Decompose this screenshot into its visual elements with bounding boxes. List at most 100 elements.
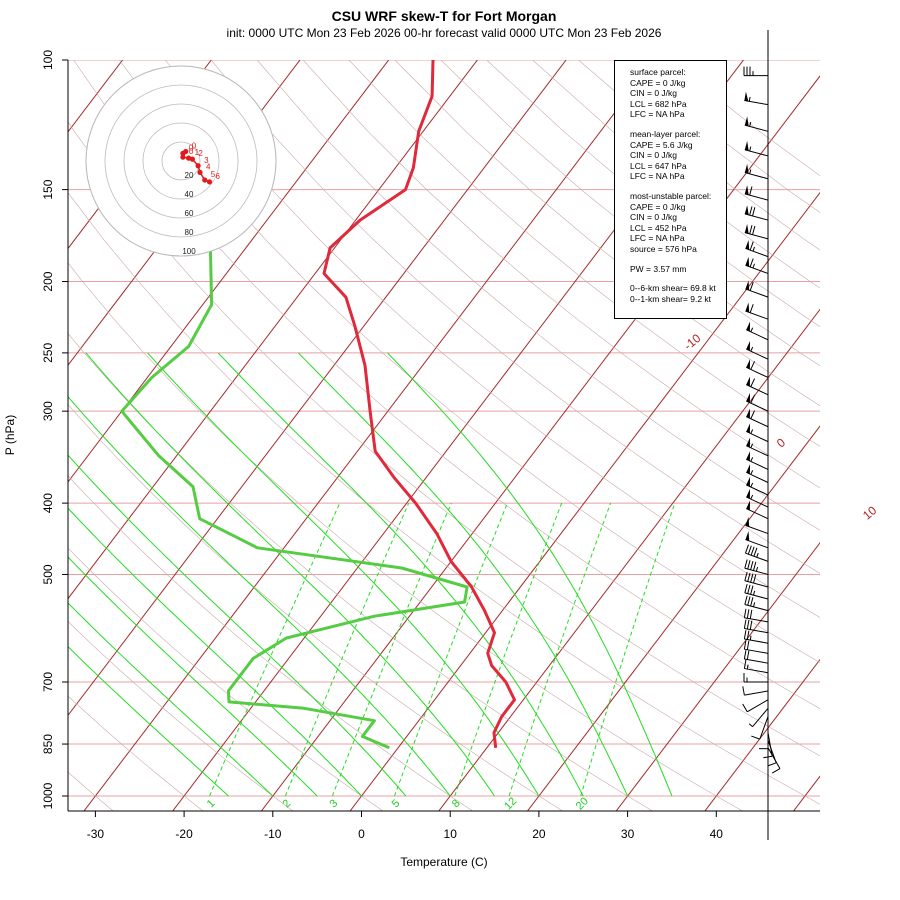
- most-unstable-parcel-header: most-unstable parcel:: [630, 190, 712, 201]
- hodograph-ring-label: 100: [182, 247, 196, 256]
- wind-barb-half-flag: [750, 429, 754, 434]
- isotherm-line: [260, 75, 820, 811]
- shear-0-1km: 0--1-km shear= 9.2 kt: [630, 293, 712, 304]
- wind-barb-staff: [746, 699, 769, 713]
- hodograph-point: [206, 179, 213, 185]
- dry-adiabat-line: [73, 60, 820, 709]
- wind-barb-flag: [743, 619, 747, 629]
- wind-barb: [743, 672, 768, 683]
- wind-barb: [744, 544, 769, 562]
- wind-barb-staff: [744, 172, 769, 180]
- isotherm-line: [83, 60, 656, 811]
- wind-barb-half-flag: [753, 602, 756, 607]
- wind-barb-pennant: [746, 500, 751, 511]
- wind-barb-staff: [746, 348, 769, 360]
- wind-barb: [743, 66, 768, 77]
- wind-barb-pennant: [746, 340, 751, 351]
- hodograph-ring-label: 60: [185, 209, 194, 218]
- wind-barb-flag: [747, 560, 751, 570]
- wind-barb-flag: [744, 571, 748, 581]
- hodograph-point-label: 6: [216, 172, 221, 181]
- wind-barb-flag: [752, 225, 756, 235]
- wind-barb: [744, 595, 769, 612]
- wind-barb-flag: [750, 410, 756, 419]
- mixing-ratio-line: [580, 502, 676, 797]
- most-unstable-lcl: LCL = 452 hPa: [630, 222, 687, 233]
- wind-barb-pennant: [745, 256, 750, 267]
- dry-adiabat-line: [348, 60, 820, 447]
- wind-barb-pennant: [746, 392, 751, 403]
- mixing-ratio-line: [454, 502, 563, 797]
- y-tick-label: 700: [41, 672, 55, 692]
- wind-barb-flag: [749, 609, 753, 619]
- wind-barb: [746, 476, 769, 496]
- wind-barb-half-flag: [750, 494, 754, 500]
- wind-barb-half-flag: [750, 443, 754, 449]
- wind-barb: [744, 571, 769, 588]
- x-tick-label: 30: [621, 827, 635, 841]
- wind-barb-pennant: [744, 116, 749, 127]
- wind-barb: [759, 724, 769, 750]
- hodograph-ring: [85, 65, 277, 257]
- wind-barb-pennant: [746, 451, 751, 461]
- wind-barb-half-flag: [756, 552, 759, 558]
- surface-cape: CAPE = 0 J/kg: [630, 77, 686, 88]
- hodograph-point: [202, 177, 208, 183]
- moist-adiabat-line: [68, 395, 451, 797]
- dewpoint-profile-line: [120, 166, 469, 750]
- hodograph-ring-label: 40: [185, 190, 194, 199]
- wind-barb: [744, 185, 769, 201]
- wind-barb-staff: [744, 690, 769, 696]
- wind-barb: [745, 280, 769, 298]
- wind-barb-staff: [744, 232, 769, 240]
- wind-barb-flag: [747, 596, 751, 606]
- y-tick-label: 300: [41, 401, 55, 421]
- mean-layer-cape: CAPE = 5.6 J/kg: [630, 139, 693, 150]
- wind-barb-flag: [767, 762, 777, 767]
- wind-barb-staff: [767, 732, 773, 757]
- wind-barb-half-flag: [750, 457, 754, 462]
- wind-barb-staff: [745, 539, 769, 549]
- x-tick-label: -30: [87, 827, 105, 841]
- wind-barb-half-flag: [749, 146, 752, 152]
- wind-barb-staff: [744, 603, 769, 612]
- wind-barb-pennant: [745, 239, 750, 250]
- wind-barb-flag: [744, 544, 749, 554]
- dry-adiabat-line: [68, 547, 384, 811]
- y-tick-label: 150: [41, 179, 55, 199]
- wind-barb-half-flag: [750, 327, 754, 333]
- wind-barb-half-flag: [755, 566, 759, 572]
- hodograph-point-label: 3: [204, 156, 209, 165]
- dry-adiabat-line: [394, 60, 820, 407]
- wind-barb: [744, 223, 769, 240]
- wind-barb-pennant: [744, 91, 749, 102]
- wind-barb: [767, 747, 781, 774]
- wind-barb: [744, 205, 769, 221]
- wind-barb-pennant: [744, 163, 749, 174]
- most-unstable-source: source = 576 hPa: [630, 243, 697, 254]
- mixing-ratio-label: 20: [574, 795, 591, 812]
- wind-barb-staff: [744, 213, 769, 221]
- x-axis-label: Temperature (C): [400, 855, 487, 869]
- isotherm-label: 10: [860, 503, 879, 523]
- isotherm-line: [68, 60, 567, 717]
- hodograph-point-label: 2: [198, 149, 203, 158]
- wind-barb-flag: [747, 584, 751, 594]
- wind-barb-half-flag: [750, 470, 754, 475]
- dry-adiabat-line: [68, 621, 294, 811]
- precipitable-water: PW = 3.57 mm: [630, 263, 687, 274]
- wind-barb-flag: [747, 545, 752, 555]
- wind-barb-half-flag: [749, 121, 752, 127]
- wind-barb-staff: [746, 384, 769, 396]
- wind-barb-staff: [744, 580, 769, 588]
- wind-barb-staff: [767, 747, 781, 769]
- dry-adiabat-line: [68, 192, 820, 805]
- wind-barb-staff: [744, 124, 769, 132]
- wind-barb-pennant: [744, 141, 749, 151]
- wind-barb: [745, 239, 769, 258]
- wind-barb-flag: [752, 207, 756, 217]
- isotherm-line: [349, 191, 820, 811]
- dry-adiabat-line: [68, 403, 564, 811]
- wind-barb-staff: [745, 288, 769, 298]
